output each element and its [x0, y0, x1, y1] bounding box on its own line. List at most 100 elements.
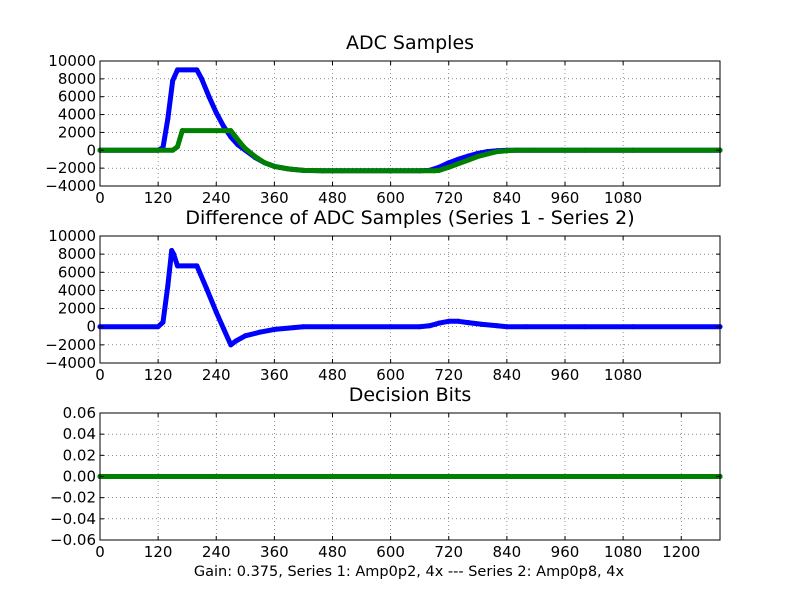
series-1-point: [206, 94, 212, 100]
series-1-point: [194, 263, 200, 269]
x-tick-label: 1080: [604, 189, 642, 207]
subplot-3: 0 120 240 360 480 600 720 840 960 1080 1200 −0.06 −0…: [50, 384, 723, 561]
series-2-point: [446, 164, 452, 170]
series-1-point: [455, 318, 461, 324]
series-2-point: [175, 144, 180, 150]
chart-title: ADC Samples: [346, 32, 474, 54]
series-2-point: [170, 147, 176, 153]
series-1-point: [194, 67, 200, 73]
y-tick-label: 6000: [58, 88, 96, 106]
series-1-point: [165, 116, 171, 122]
series-1-point: [300, 324, 306, 330]
x-tick-label: 480: [318, 189, 347, 207]
series-2-point: [242, 146, 248, 151]
series-1-point: [330, 324, 335, 330]
x-tick-label: 120: [144, 189, 173, 207]
figure-caption: Gain: 0.375, Series 1: Amp0p2, 4x --- Se…: [194, 564, 625, 580]
series-2-point: [485, 151, 490, 157]
x-tick-label: 960: [551, 366, 580, 384]
series-1-point: [446, 318, 452, 324]
series-2-point: [271, 163, 277, 169]
chart-title: Decision Bits: [349, 384, 472, 406]
x-tick-label: 360: [260, 366, 289, 384]
series-1-point: [213, 110, 219, 116]
x-tick-label: 600: [376, 366, 405, 384]
series-1-point: [171, 251, 177, 257]
y-tick-label: 4000: [58, 281, 96, 299]
x-tick-label: 720: [434, 366, 463, 384]
series-1-point: [388, 324, 394, 330]
series-1-point: [257, 329, 263, 335]
y-tick-label: −2000: [45, 159, 96, 177]
y-tick-label: −2000: [45, 336, 96, 354]
x-tick-label: 0: [95, 189, 105, 207]
y-tick-label: 0: [86, 318, 96, 336]
series-2-point: [262, 160, 268, 166]
series-1-point: [213, 309, 219, 315]
series-1-point: [494, 323, 500, 329]
x-tick-label: 480: [318, 366, 347, 384]
series-2-point: [436, 167, 442, 173]
series-1-point: [170, 78, 176, 84]
series-2-point: [504, 148, 510, 154]
series-1-line: [97, 248, 723, 348]
y-tick-label: 6000: [58, 263, 96, 281]
x-tick-label: 1200: [662, 543, 700, 561]
series-2-point: [179, 128, 185, 134]
subplot-2: 0 120 240 360 480 600 720 840 960 1080−4000−20000…: [45, 207, 723, 384]
x-tick-label: 960: [551, 543, 580, 561]
y-tick-label: 8000: [58, 70, 96, 88]
y-tick-label: 0.04: [63, 425, 96, 443]
x-tick-label: 1080: [604, 543, 642, 561]
plot-frame: [99, 60, 721, 187]
y-tick-label: 2000: [58, 123, 96, 141]
series-1-point: [417, 324, 423, 330]
y-tick-label: 10000: [48, 227, 96, 245]
subplots: 0 120 240 360 480 600 720 840 960 1080−4000−20000…: [45, 32, 723, 561]
y-tick-label: 10000: [48, 52, 96, 70]
x-tick-label: 720: [434, 189, 463, 207]
y-tick-label: 2000: [58, 300, 96, 318]
x-tick-label: 960: [551, 189, 580, 207]
series-2-point: [339, 168, 345, 174]
series-1-point: [233, 338, 239, 344]
x-tick-label: 1080: [604, 366, 642, 384]
series-2-point: [455, 161, 461, 167]
x-tick-label: 480: [318, 543, 347, 561]
series-1-point: [204, 286, 210, 292]
x-tick-label: 720: [434, 543, 463, 561]
y-tick-label: −4000: [45, 177, 96, 195]
series-2-point: [228, 128, 234, 134]
series-1-point: [242, 333, 248, 339]
x-tick-label: 240: [202, 189, 231, 207]
series-1-point: [436, 320, 442, 326]
x-tick-label: 360: [260, 543, 289, 561]
x-tick-label: 120: [144, 366, 173, 384]
x-tick-label: 600: [376, 189, 405, 207]
x-tick-label: 120: [144, 543, 173, 561]
y-tick-label: 0.02: [63, 446, 96, 464]
series-2-point: [494, 149, 500, 155]
series-1-point: [426, 323, 432, 329]
series-1-point: [480, 321, 486, 327]
series-1-point: [175, 263, 180, 269]
series-2-point: [388, 168, 394, 174]
series-1-point: [271, 326, 277, 332]
series-1-point: [155, 324, 161, 330]
series-1-point: [221, 326, 227, 332]
series-2-point: [252, 154, 258, 160]
chart-title: Difference of ADC Samples (Series 1 - Se…: [185, 207, 634, 229]
series-1-point: [455, 156, 461, 162]
series-1-point: [581, 324, 587, 330]
series-2-point: [286, 166, 292, 172]
series-1-point: [465, 320, 471, 326]
x-tick-label: 360: [260, 189, 289, 207]
x-tick-label: 840: [493, 543, 522, 561]
series-1-line: [97, 67, 723, 174]
series-2-point: [533, 147, 539, 153]
series-2-point: [465, 157, 471, 163]
x-tick-label: 600: [376, 543, 405, 561]
y-tick-label: −4000: [45, 354, 96, 372]
plot-frame: [99, 235, 721, 364]
